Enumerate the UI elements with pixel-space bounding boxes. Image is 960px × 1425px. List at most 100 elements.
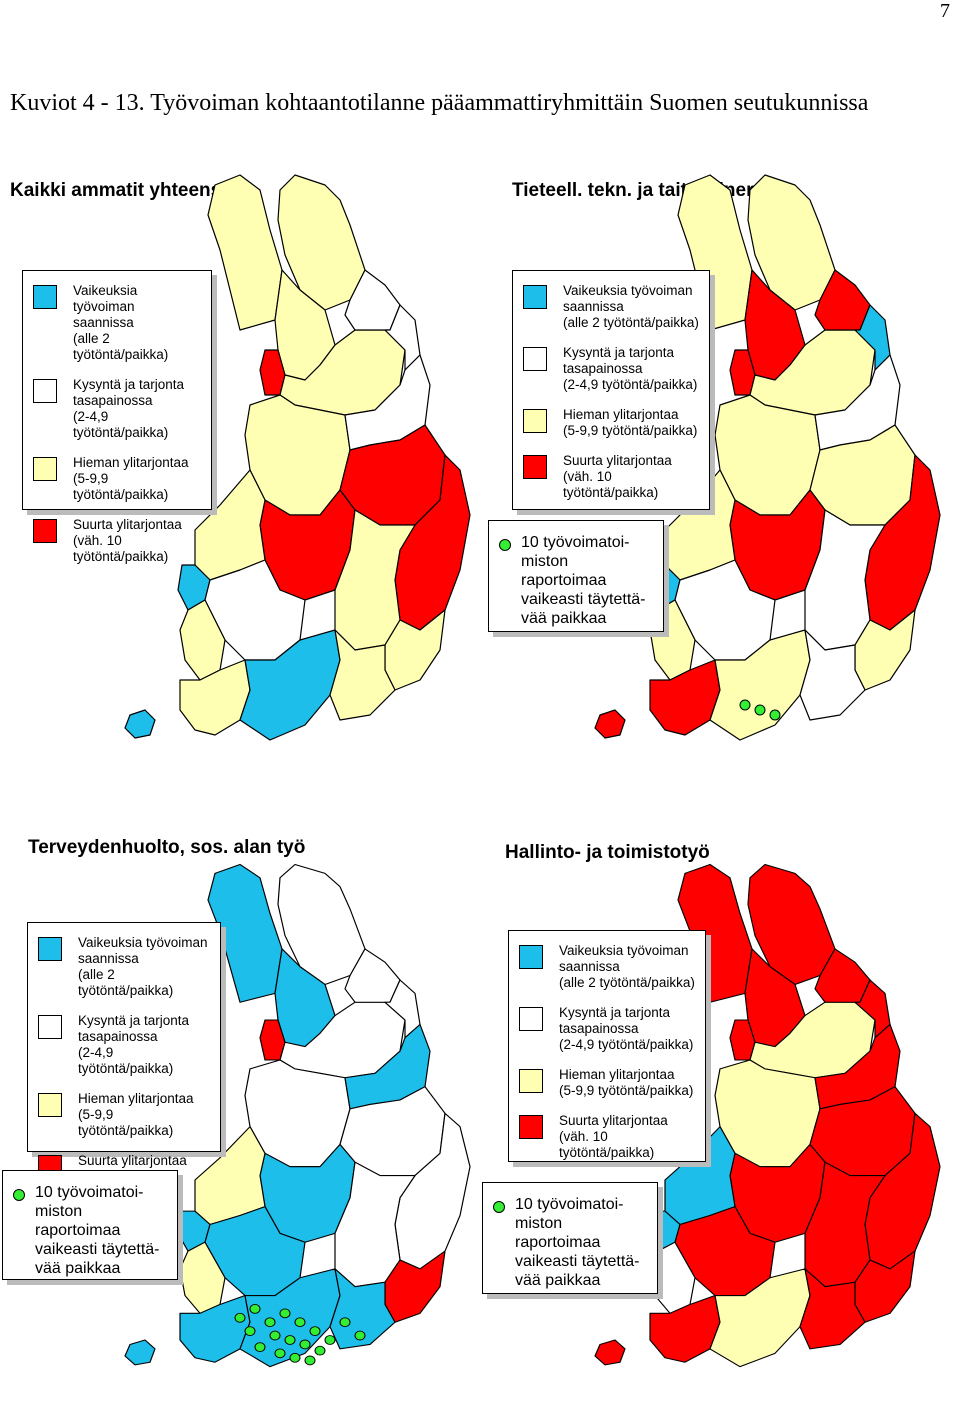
legend-item: Suurta ylitarjontaa(väh. 10 työtöntä/pai… [519,1113,695,1161]
legend-label: Hieman ylitarjontaa [73,455,189,470]
map-panel-2 [594,174,941,741]
legend-panel-4: Vaikeuksia työvoiman saannissa (alle 2 työ… [508,930,706,1162]
legend-label: Suurta ylitarjontaa [563,453,672,468]
legend-label: (2-4,9 työtöntä/paikka) [563,377,698,392]
legend-swatch [38,1093,62,1117]
legend-label: Vaikeuksia työvoiman [563,283,693,298]
legend-swatch [523,347,547,371]
legend-label: tasapainossa [78,1029,158,1044]
legend-label: Hieman ylitarjontaa [78,1091,194,1106]
region-aland [124,709,156,739]
note-text: miston raportoimaa [515,1215,601,1251]
note-text: vää paikkaa [35,1260,121,1277]
green-dot-icon [13,1189,25,1201]
region-salla [854,304,891,371]
region-aland [594,709,626,739]
note-text: miston raportoimaa [35,1203,121,1239]
legend-label: (alle 2 työtöntä/paikka) [73,331,169,362]
legend-item: Suurta ylitarjontaa(väh. 10 työtöntä/pai… [523,453,699,501]
hard-to-fill-vacancy-dot [324,1335,336,1345]
legend-swatch [519,1007,543,1031]
region-lapland-ne [277,174,366,311]
hard-to-fill-vacancy-dot [279,1308,291,1319]
legend-label: (väh. 10 työtöntä/paikka) [73,533,169,564]
green-dot-icon [493,1201,505,1213]
hard-to-fill-vacancy-dot [289,1352,301,1363]
legend-label: Kysyntä ja tarjonta [73,377,185,392]
region-kymi [329,1268,396,1350]
region-kymi [329,629,396,721]
hard-to-fill-vacancy-dot [769,709,781,721]
hard-to-fill-vacancy-dot [309,1326,321,1336]
hard-to-fill-vacancy-dot [314,1345,326,1356]
hard-to-fill-note-panel-3: 10 työvoimatoi-miston raportoimaa vaikeas… [2,1170,178,1280]
hard-to-fill-vacancy-dot [739,699,751,711]
legend-label: Hieman ylitarjontaa [563,407,679,422]
legend-swatch [33,519,57,543]
note-text: vaikeasti täytettä- [521,591,646,608]
legend-item: Vaikeuksia työvoiman saannissa (alle 2 työ… [38,935,210,999]
legend-label: (5-9,9 työtöntä/paikka) [559,1083,694,1098]
region-lapland-ne [747,174,836,311]
note-text: vää paikkaa [521,610,607,627]
legend-item: Kysyntä ja tarjonta tasapainossa (2-4,9 ty… [38,1013,210,1077]
hard-to-fill-note-panel-4: 10 työvoimatoi-miston raportoimaa vaikeas… [482,1182,658,1294]
legend-label: Kysyntä ja tarjonta [563,345,675,360]
hard-to-fill-vacancy-dot [294,1317,306,1328]
map-panel-3 [124,863,471,1368]
legend-item: Kysyntä ja tarjonta tasapainossa (2-4,9 ty… [33,377,201,441]
legend-item: Vaikeuksia työvoiman saannissa (alle 2 työ… [33,283,201,363]
hard-to-fill-vacancy-dot [754,704,766,716]
legend-swatch [33,379,57,403]
legend-label: (5-9,9 työtöntä/paikka) [73,471,169,502]
note-text: miston raportoimaa [521,553,607,589]
legend-label: saannissa [73,315,134,330]
region-salla [384,979,421,1039]
legend-label: Vaikeuksia työvoiman [78,935,208,950]
hard-to-fill-vacancy-dot [244,1326,256,1336]
hard-to-fill-vacancy-dot [269,1330,281,1341]
legend-item: Kysyntä ja tarjonta tasapainossa (2-4,9 ty… [523,345,699,393]
legend-label: (2-4,9 työtöntä/paikka) [73,409,169,440]
legend-label: tasapainossa [73,393,153,408]
legend-label: saannissa [559,959,620,974]
region-lapland-nw [207,174,283,331]
panel-title-1: Kaikki ammatit yhteensä [10,180,232,201]
hard-to-fill-vacancy-dot [339,1317,351,1328]
legend-swatch [519,945,543,969]
region-lapland-ne [277,863,366,985]
legend-swatch [519,1069,543,1093]
legend-swatch [33,457,57,481]
hard-to-fill-vacancy-dot [254,1342,266,1352]
legend-label: tasapainossa [563,361,643,376]
legend-swatch [519,1115,543,1139]
legend-label: (5-9,9 työtöntä/paikka) [78,1107,174,1138]
note-text: 10 työvoimatoi- [35,1184,144,1201]
note-text: vaikeasti täytettä- [515,1253,640,1270]
legend-label: (2-4,9 työtöntä/paikka) [559,1037,694,1052]
legend-panel-2: Vaikeuksia työvoiman saannissa (alle 2 työ… [512,270,710,510]
legend-swatch [38,937,62,961]
legend-label: Kysyntä ja tarjonta [78,1013,190,1028]
region-aland [124,1339,156,1366]
legend-item: Kysyntä ja tarjonta tasapainossa (2-4,9 ty… [519,1005,695,1053]
legend-swatch [33,285,57,309]
note-text: vaikeasti täytettä- [35,1241,160,1258]
green-dot-icon [499,539,511,551]
legend-label: Vaikeuksia työvoiman [559,943,689,958]
legend-item: Hieman ylitarjontaa (5-9,9 työtöntä/paikk… [38,1091,210,1139]
hard-to-fill-note-panel-2: 10 työvoimatoi-miston raportoimaa vaikeas… [488,520,664,632]
note-text: 10 työvoimatoi- [521,534,630,551]
region-kymi [799,629,866,721]
region-aland [594,1339,626,1366]
legend-label: (2-4,9 työtöntä/paikka) [78,1045,174,1076]
legend-item: Vaikeuksia työvoiman saannissa (alle 2 työ… [523,283,699,331]
hard-to-fill-vacancy-dot [299,1339,311,1350]
legend-label: Suurta ylitarjontaa [559,1113,668,1128]
legend-panel-3: Vaikeuksia työvoiman saannissa (alle 2 työ… [27,922,221,1200]
legend-item: Suurta ylitarjontaa(väh. 10 työtöntä/pai… [33,517,201,565]
legend-item: Vaikeuksia työvoiman saannissa (alle 2 työ… [519,943,695,991]
hard-to-fill-vacancy-dot [249,1304,261,1314]
legend-label: (alle 2 työtöntä/paikka) [559,975,695,990]
legend-swatch [38,1015,62,1039]
